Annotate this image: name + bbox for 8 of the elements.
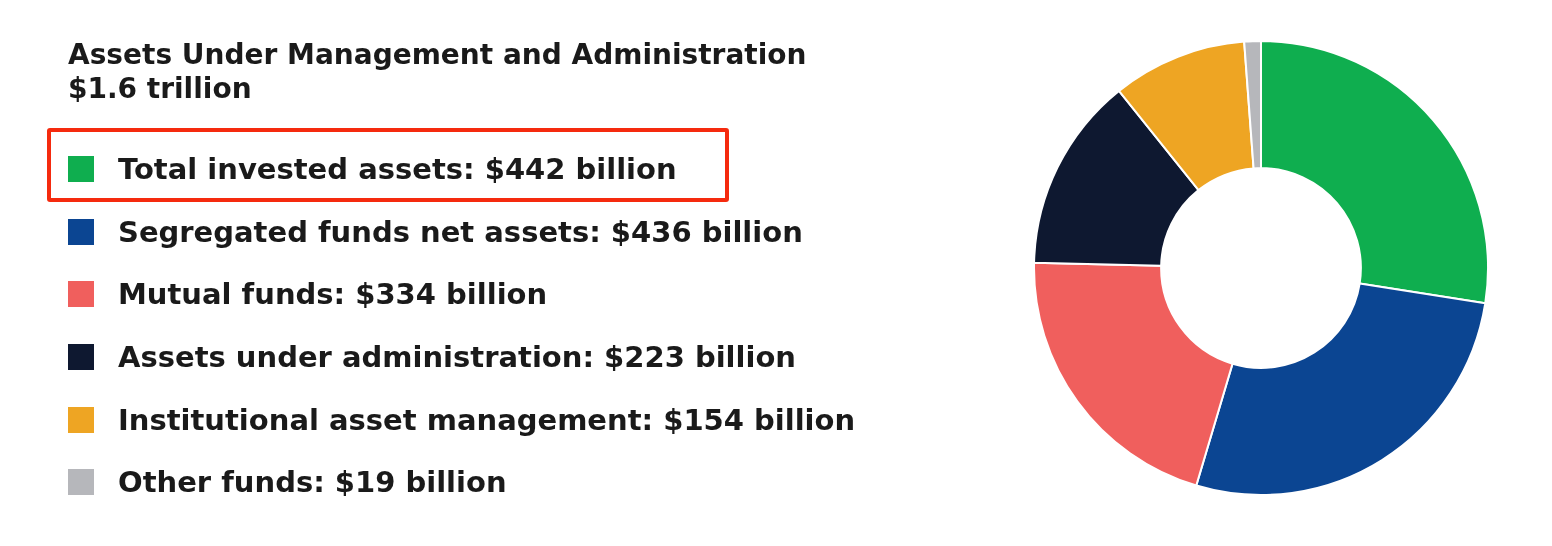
text: $1.6 trillion [68, 72, 253, 106]
legend-label: Assets under administration: $223 billion [118, 340, 797, 375]
chart-title: Assets Under Management and Administration [68, 38, 807, 72]
legend-label: Institutional asset management: $154 billion [118, 402, 856, 437]
legend-label: Mutual funds: $334 billion [118, 277, 548, 312]
legend-label: Segregated funds net assets: $436 billion [118, 214, 803, 249]
legend-label: Total invested assets: $442 billion [118, 152, 677, 187]
legend-label: Other funds: $19 billion [118, 465, 507, 500]
